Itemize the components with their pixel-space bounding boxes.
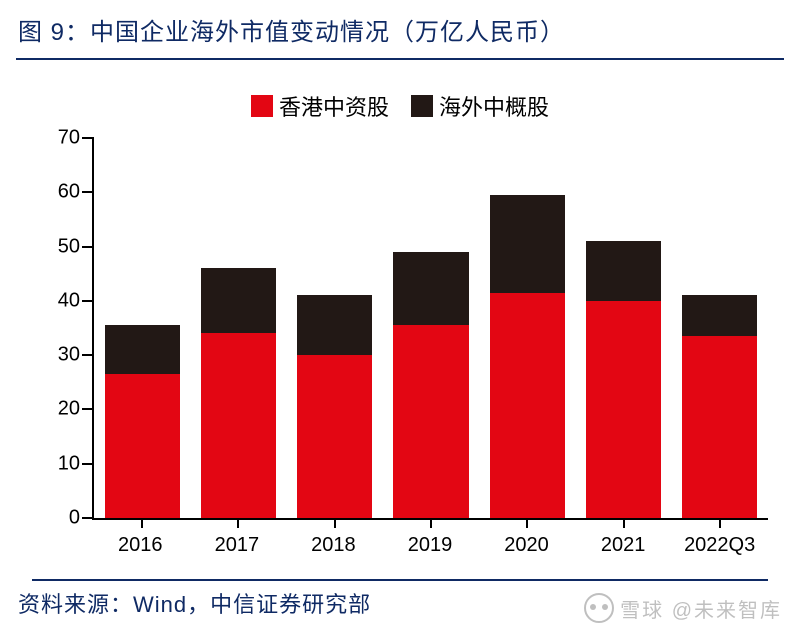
bar-segment: [586, 241, 661, 301]
bar-segment: [682, 336, 757, 518]
y-axis-label: 50: [38, 235, 80, 258]
bar-segment: [297, 295, 372, 355]
bar-group: [479, 195, 575, 518]
y-tick: [82, 517, 94, 519]
x-axis-labels: 2016201720182019202020212022Q3: [92, 534, 768, 557]
bars-container: [94, 138, 768, 518]
bar-group: [190, 268, 286, 518]
bar-segment: [490, 293, 565, 518]
legend: 香港中资股 海外中概股: [0, 90, 800, 122]
y-tick: [82, 354, 94, 356]
y-tick: [82, 408, 94, 410]
y-axis-label: 10: [38, 452, 80, 475]
y-axis-label: 20: [38, 398, 80, 421]
x-tick: [141, 518, 143, 528]
legend-item: 香港中资股: [251, 90, 389, 122]
x-tick: [526, 518, 528, 528]
x-tick: [719, 518, 721, 528]
title-rule: [16, 58, 784, 60]
bar-group: [672, 295, 768, 518]
watermark-text: 雪球 @未来智库: [620, 594, 782, 623]
bar-segment: [586, 301, 661, 518]
y-tick: [82, 463, 94, 465]
legend-label: 海外中概股: [439, 90, 549, 122]
y-tick: [82, 137, 94, 139]
figure-frame: 图 9：中国企业海外市值变动情况（万亿人民币） 香港中资股海外中概股 01020…: [0, 0, 800, 631]
watermark: 雪球 @未来智库: [584, 593, 782, 623]
x-axis-label: 2022Q3: [672, 534, 768, 557]
legend-swatch-icon: [251, 95, 273, 117]
x-axis-label: 2021: [575, 534, 671, 557]
source-bar: 资料来源：Wind，中信证券研究部 雪球 @未来智库: [0, 577, 800, 631]
legend-item: 海外中概股: [411, 90, 549, 122]
xueqiu-logo-icon: [584, 593, 614, 623]
bar-group: [575, 241, 671, 518]
bar-segment: [105, 325, 180, 374]
bar-segment: [201, 268, 276, 333]
x-axis-label: 2020: [478, 534, 574, 557]
bar-segment: [490, 195, 565, 293]
bar-segment: [393, 252, 468, 325]
plot: 010203040506070 201620172018201920202021…: [92, 138, 768, 557]
legend-label: 香港中资股: [279, 90, 389, 122]
bar-group: [383, 252, 479, 518]
plot-area: 010203040506070: [92, 138, 768, 520]
x-axis-label: 2016: [92, 534, 188, 557]
y-tick: [82, 191, 94, 193]
x-tick: [334, 518, 336, 528]
y-axis-label: 60: [38, 181, 80, 204]
x-axis-label: 2017: [189, 534, 285, 557]
bar-segment: [297, 355, 372, 518]
legend-swatch-icon: [411, 95, 433, 117]
bar-segment: [201, 333, 276, 518]
x-axis-label: 2019: [382, 534, 478, 557]
x-tick: [430, 518, 432, 528]
title-bar: 图 9：中国企业海外市值变动情况（万亿人民币）: [0, 0, 800, 58]
bar-segment: [393, 325, 468, 518]
source-text: 资料来源：Wind，中信证券研究部: [18, 592, 371, 617]
y-axis-label: 0: [38, 507, 80, 530]
chart-title: 图 9：中国企业海外市值变动情况（万亿人民币）: [18, 12, 565, 47]
y-axis-label: 70: [38, 127, 80, 150]
x-axis-label: 2018: [285, 534, 381, 557]
x-tick: [237, 518, 239, 528]
y-tick: [82, 300, 94, 302]
x-tick: [623, 518, 625, 528]
bar-group: [287, 295, 383, 518]
bar-group: [94, 325, 190, 518]
bar-segment: [105, 374, 180, 518]
bar-segment: [682, 295, 757, 336]
y-axis-label: 40: [38, 289, 80, 312]
y-tick: [82, 246, 94, 248]
y-axis-label: 30: [38, 344, 80, 367]
